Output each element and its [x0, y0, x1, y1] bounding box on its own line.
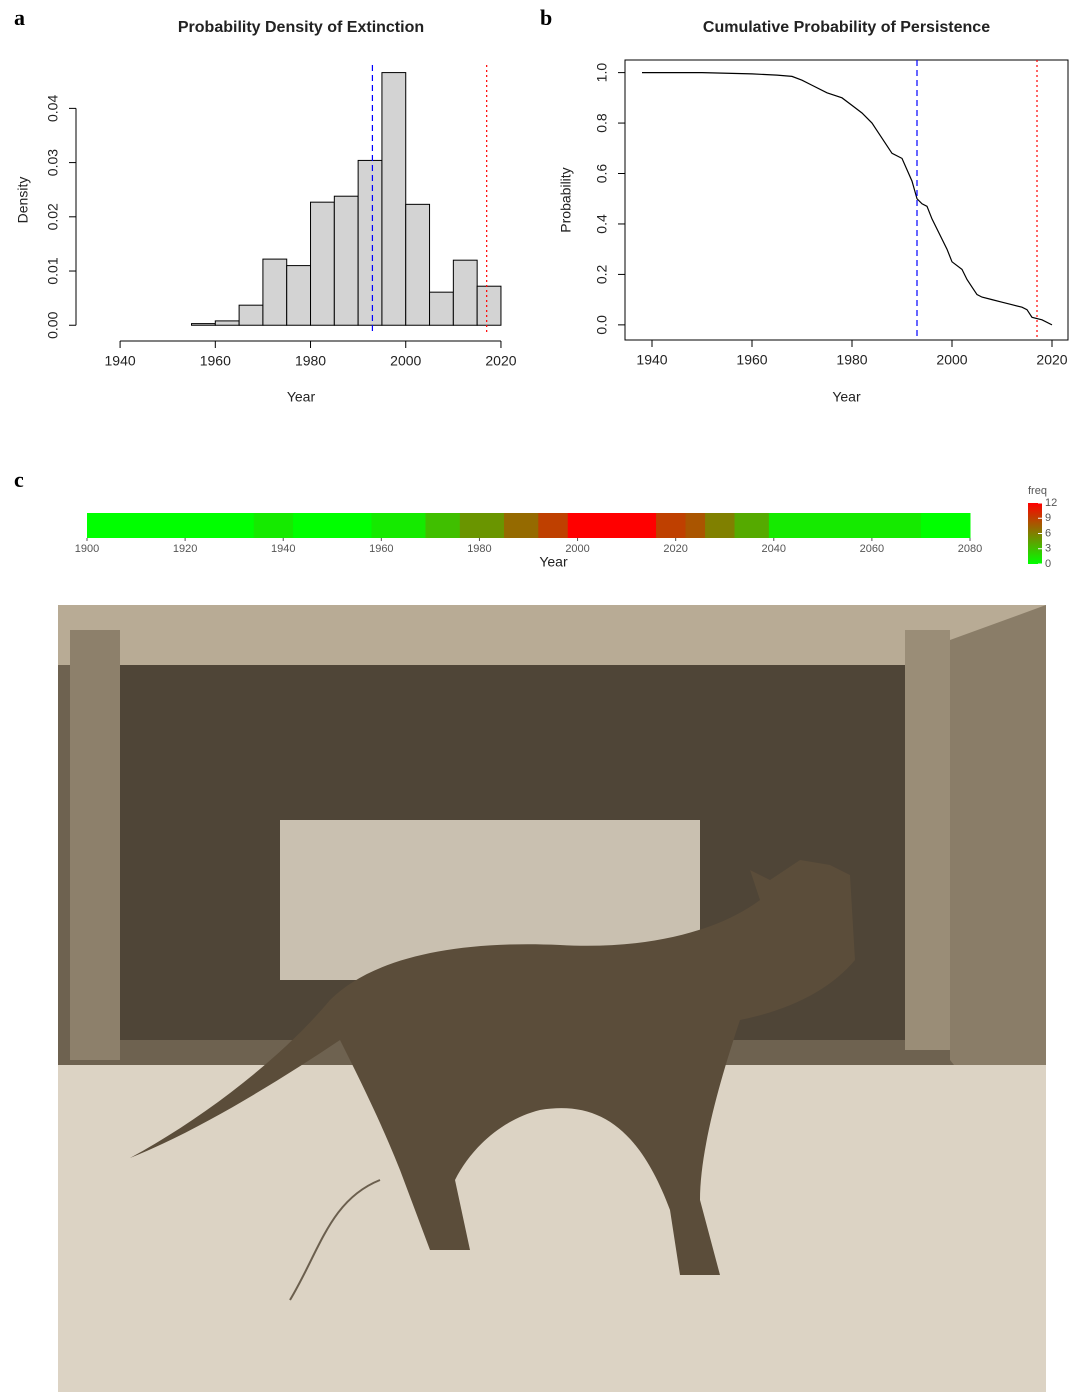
bar [430, 292, 454, 325]
bar [382, 73, 406, 326]
bar [453, 260, 477, 325]
x-tick-label: 1980 [467, 543, 491, 555]
y-tick-label: 0.04 [45, 95, 61, 122]
x-tick-label: 2060 [860, 543, 884, 555]
x-tick-label: 2020 [485, 353, 516, 369]
x-axis-label: Year [539, 554, 568, 570]
x-tick-label: 2000 [390, 353, 421, 369]
bar [477, 286, 501, 325]
y-tick-label: 0.2 [594, 264, 610, 284]
x-axis-label: Year [832, 389, 861, 405]
heat-cell [685, 513, 705, 538]
y-tick-label: 0.8 [594, 113, 610, 133]
heat-cell [254, 513, 294, 538]
bar [239, 305, 263, 325]
x-tick-label: 1940 [271, 543, 295, 555]
heat-cell [425, 513, 460, 538]
x-tick-label: 2040 [762, 543, 786, 555]
x-tick-label: 2000 [936, 352, 967, 368]
chart-title: Cumulative Probability of Persistence [703, 19, 990, 36]
y-tick-label: 0.02 [45, 203, 61, 230]
colorbar-tick-label: 3 [1045, 543, 1051, 555]
panel-label: a [14, 5, 25, 30]
x-tick-label: 1980 [295, 353, 326, 369]
heat-cell [735, 513, 770, 538]
line [642, 73, 1052, 325]
panel-label: b [540, 5, 552, 30]
bar [287, 266, 311, 326]
y-tick-label: 0.4 [594, 214, 610, 234]
y-tick-label: 0.6 [594, 164, 610, 184]
plot-frame [625, 60, 1068, 340]
bar [311, 202, 335, 325]
bar [358, 160, 382, 325]
y-tick-label: 0.0 [594, 315, 610, 335]
heat-cell [769, 513, 922, 538]
x-tick-label: 1920 [173, 543, 197, 555]
heat-cell [460, 513, 505, 538]
heat-cell [705, 513, 735, 538]
y-axis-label: Density [15, 177, 31, 224]
y-tick-label: 0.00 [45, 311, 61, 338]
colorbar-title: freq [1028, 485, 1047, 497]
bar [406, 204, 430, 325]
heat-cell [568, 513, 657, 538]
bar [334, 196, 358, 325]
chart-title: Probability Density of Extinction [178, 19, 424, 36]
x-axis-label: Year [287, 389, 316, 405]
photo [58, 605, 1046, 1392]
heat-cell [538, 513, 568, 538]
x-tick-label: 1900 [75, 543, 99, 555]
colorbar-tick-label: 0 [1045, 558, 1051, 570]
heat-cell [504, 513, 539, 538]
colorbar-tick-label: 6 [1045, 527, 1051, 539]
x-tick-label: 2020 [663, 543, 687, 555]
x-tick-label: 1980 [836, 352, 867, 368]
x-tick-label: 2020 [1036, 352, 1067, 368]
x-tick-label: 1960 [736, 352, 767, 368]
y-tick-label: 0.01 [45, 257, 61, 284]
colorbar-tick-label: 9 [1045, 512, 1051, 524]
y-tick-label: 0.03 [45, 149, 61, 176]
heat-cell [372, 513, 426, 538]
bar [192, 324, 216, 326]
heat-cell [87, 513, 254, 538]
y-tick-label: 1.0 [594, 63, 610, 83]
x-tick-label: 1960 [369, 543, 393, 555]
heat-cell [293, 513, 372, 538]
x-tick-label: 1940 [105, 353, 136, 369]
x-tick-label: 2080 [958, 543, 982, 555]
colorbar-tick-label: 12 [1045, 497, 1057, 509]
x-tick-label: 2000 [565, 543, 589, 555]
panel-label: c [14, 467, 24, 492]
figure: a Probability Density of Extinction Year De… [0, 0, 1072, 1392]
heat-cell [921, 513, 971, 538]
bar [263, 259, 287, 325]
x-tick-label: 1940 [636, 352, 667, 368]
heat-cell [656, 513, 686, 538]
x-tick-label: 1960 [200, 353, 231, 369]
bar [215, 321, 239, 325]
y-axis-label: Probability [558, 167, 574, 232]
